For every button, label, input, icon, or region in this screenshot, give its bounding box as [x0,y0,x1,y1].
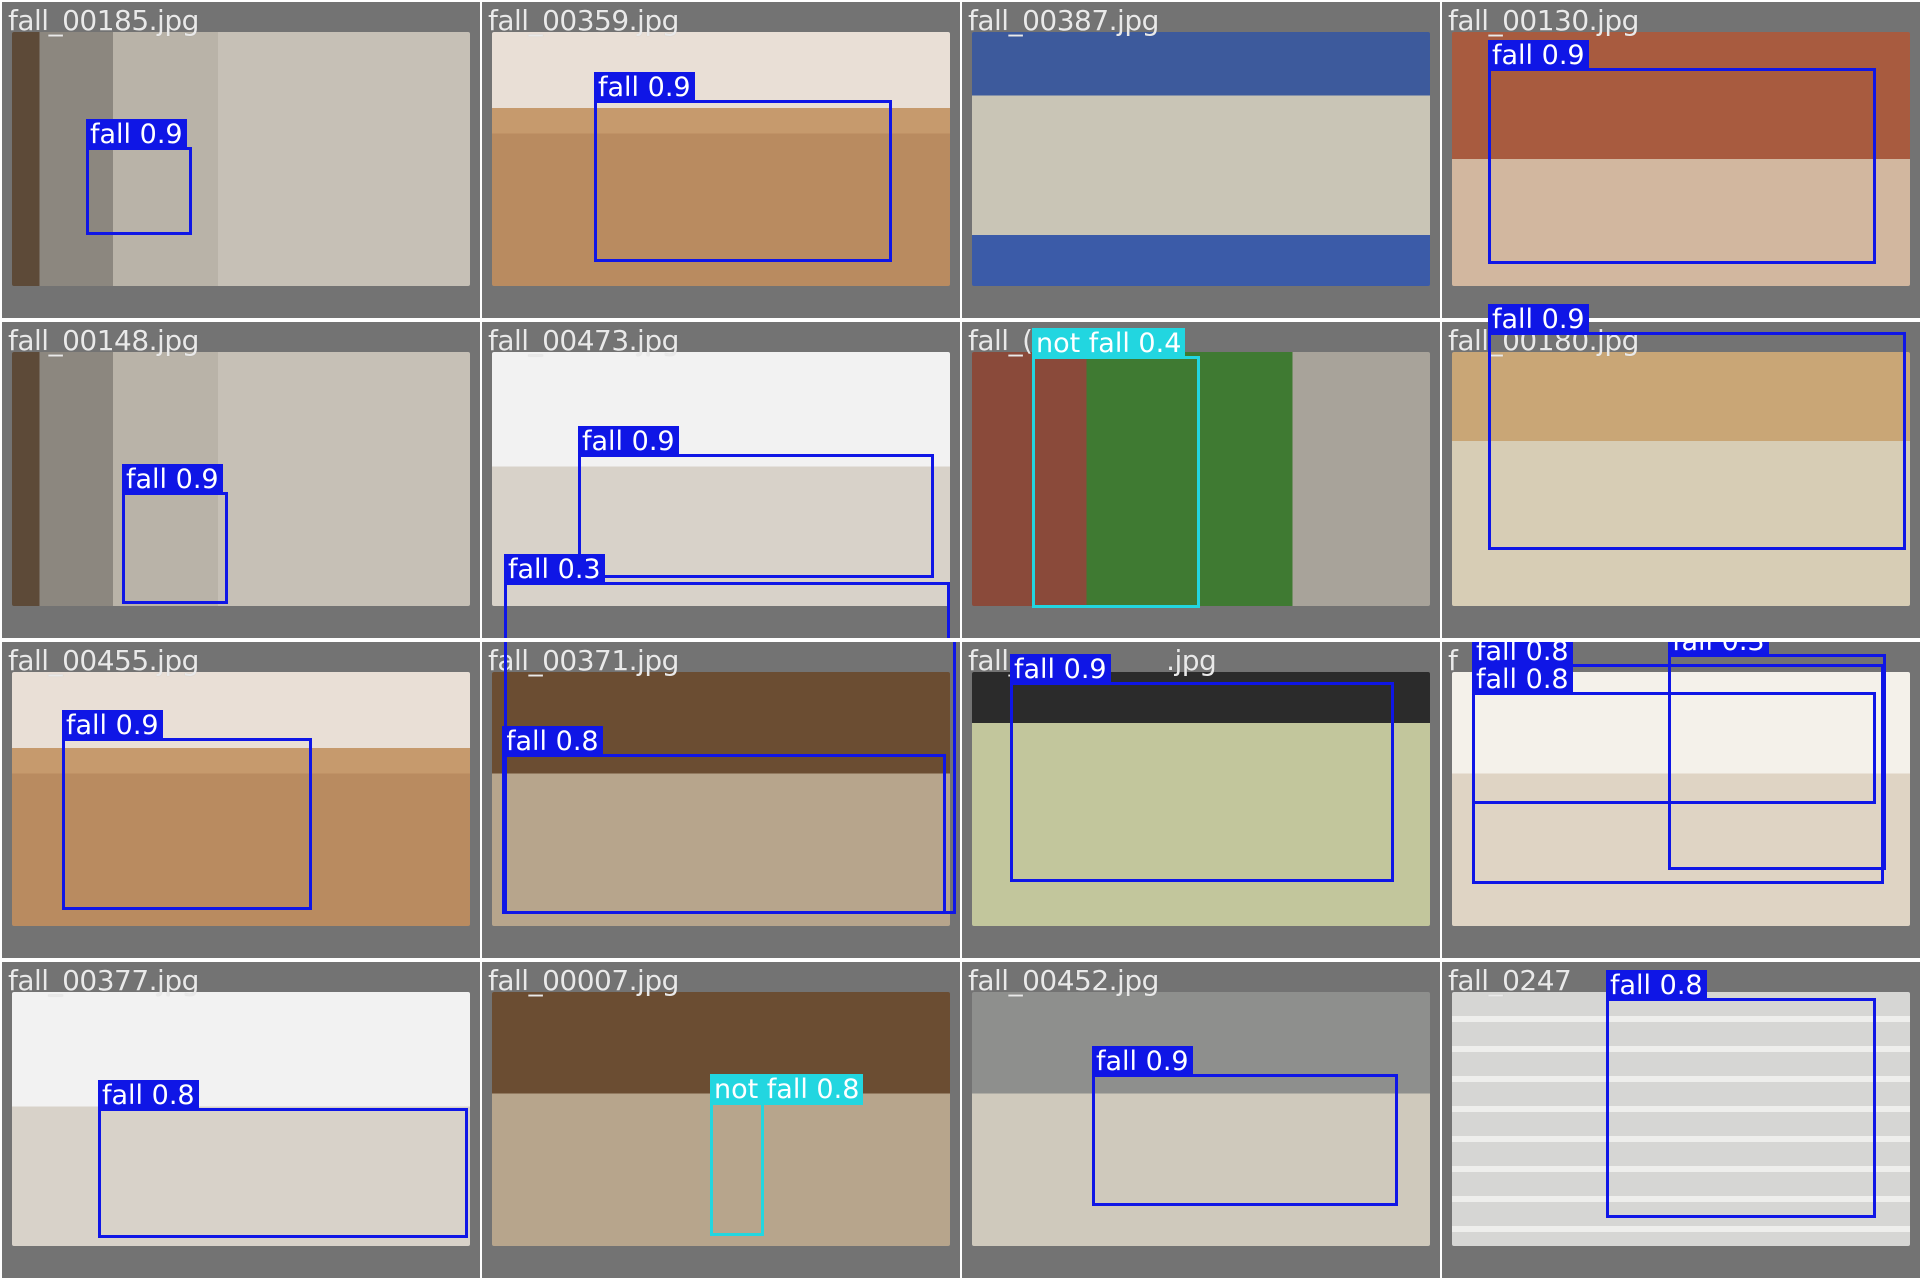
detection-box: fall 0.9 [1092,1046,1398,1206]
detection-box: fall 0.3 [1668,642,1886,870]
detection-box: fall 0.9 [578,426,934,578]
tile-fall-00xxx: fall_( not fall 0.4 [962,322,1440,638]
file-name: fall_00455.jpg [8,644,199,677]
detection-box: fall 0.9 [122,464,228,604]
file-name: fall_00359.jpg [488,4,679,37]
scene-image [972,32,1430,286]
detection-label: fall 0.8 [1472,664,1573,695]
detection-label: not fall 0.4 [1032,328,1186,359]
tile-fall-00377: fall_00377.jpg fall 0.8 [2,962,480,1278]
scene-image [492,32,950,286]
detection-box: fall 0.8 [1606,970,1876,1218]
tile-fall-00148: fall_00148.jpg fall 0.9 [2,322,480,638]
tile-fall-00130: fall_00130.jpg fall 0.9 [1442,2,1920,318]
scene-image [1452,352,1910,606]
detection-box: fall 0.9 [594,72,892,262]
scene-image [12,32,470,286]
detection-label: fall 0.9 [1092,1046,1193,1077]
file-name: fall_00130.jpg [1448,4,1639,37]
tile-fall-00180: fall_00180.jpg fall 0.9 [1442,304,1920,638]
tile-fall-00473: fall_00473.jpg fall 0.9 fall 0.3 [482,322,960,638]
file-name: fall_0247 [1448,964,1572,997]
tile-fall-00185: fall_00185.jpg fall 0.9 [2,2,480,318]
file-name: fall_00452.jpg [968,964,1159,997]
file-name: fall_00371.jpg [488,644,679,677]
detection-label: fall 0.9 [594,72,695,103]
detection-box: not fall 0.8 [710,1074,864,1236]
detection-label: fall 0.9 [62,710,163,741]
tile-fall-00xxx-c: f fall 0.8 fall 0.8 fall 0.3 [1442,642,1920,958]
detection-box: fall 0.9 [1488,40,1876,264]
detection-label: fall 0.9 [122,464,223,495]
file-name: fall_00473.jpg [488,324,679,357]
tile-fall-00371: fall_00371.jpg fall 0.8 [482,642,960,958]
detection-box: fall 0.9 [1488,304,1906,550]
scene-image [972,352,1430,606]
tile-fall-00359: fall_00359.jpg fall 0.9 [482,2,960,318]
detection-box: fall 0.9 [1010,654,1394,882]
tile-fall-00007: fall_00007.jpg not fall 0.8 [482,962,960,1278]
tile-fall-00455: fall_00455.jpg fall 0.9 [2,642,480,958]
tile-fall-00387: fall_00387.jpg [962,2,1440,318]
detection-box: fall 0.8 [1472,664,1876,804]
scene-image [972,672,1430,926]
file-name: fall_00377.jpg [8,964,199,997]
detection-label: not fall 0.8 [710,1074,864,1105]
detection-label: fall 0.8 [1472,642,1573,667]
detection-box: fall 0.8 [98,1080,468,1238]
detection-label: fall 0.9 [86,119,187,150]
detection-label: fall 0.8 [98,1080,199,1111]
scene-image [12,992,470,1246]
detection-box: fall 0.9 [86,119,192,235]
tile-fall-0247: fall_0247 fall 0.8 [1442,962,1920,1278]
detection-label: fall 0.8 [1606,970,1707,1001]
file-name: fall_00185.jpg [8,4,199,37]
detection-box: fall 0.9 [62,710,312,910]
detection-label: fall 0.8 [502,726,603,757]
tile-fall-00452: fall_00452.jpg fall 0.9 [962,962,1440,1278]
scene-image [492,992,950,1246]
detection-label: fall 0.3 [1668,642,1769,657]
detection-box: not fall 0.4 [1032,328,1200,608]
detection-box: fall 0.8 [502,726,946,914]
file-name: fall_00007.jpg [488,964,679,997]
scene-image [1452,32,1910,286]
scene-image [1452,992,1910,1246]
detection-label: fall 0.9 [578,426,679,457]
file-name: fall_( [968,324,1033,357]
detection-label: fall 0.3 [504,554,605,585]
detection-label: fall 0.9 [1010,654,1111,685]
file-name: fall_00148.jpg [8,324,199,357]
tile-fall-00xxx-b: fall_ .jpg fall 0.9 [962,642,1440,958]
detection-label: fall 0.9 [1488,40,1589,71]
scene-image [492,672,950,926]
detection-label: fall 0.9 [1488,304,1589,335]
file-name: f [1448,644,1458,677]
detection-box: fall 0.3 [504,554,950,638]
file-name: fall_00387.jpg [968,4,1159,37]
scene-image [12,352,470,606]
detection-box-continued [504,642,956,914]
